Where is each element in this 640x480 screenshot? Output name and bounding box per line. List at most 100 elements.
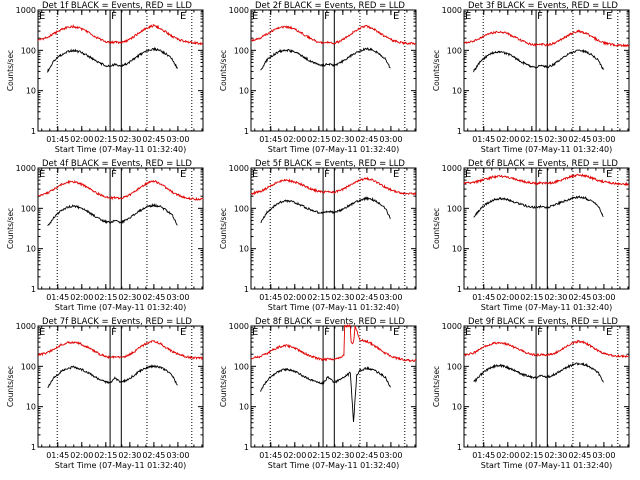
chart-panel-5: Det 5f BLACK = Events, RED = LLD 1 10 100 10… <box>219 159 417 312</box>
marker-label: E <box>252 11 258 22</box>
y-tick-label: 10 <box>26 245 36 254</box>
y-tick-label: 10 <box>239 87 249 96</box>
y-tick-label: 100 <box>447 46 462 55</box>
x-tick-label: 02:30 <box>118 135 141 144</box>
y-tick-label: 10 <box>452 87 462 96</box>
y-axis-label: Counts/sec <box>432 50 441 91</box>
marker-label: F <box>537 11 543 22</box>
series-line-lld <box>250 323 417 363</box>
y-tick-label: 10 <box>239 245 249 254</box>
marker-label: F <box>537 327 543 338</box>
marker-label: F <box>111 327 117 338</box>
y-tick-label: 10 <box>26 87 36 96</box>
x-tick-label: 02:45 <box>355 135 378 144</box>
x-tick-label: 01:45 <box>259 451 282 460</box>
marker-label: E <box>606 327 612 338</box>
series-line-lld <box>250 176 417 196</box>
y-tick-label: 100 <box>447 362 462 371</box>
x-tick-label: 02:45 <box>142 135 165 144</box>
chart-title: Det 2f BLACK = Events, RED = LLD <box>255 1 405 11</box>
y-tick-label: 1000 <box>16 322 36 331</box>
x-tick-label: 02:30 <box>544 293 567 302</box>
y-tick-label: 1 <box>31 285 36 294</box>
x-tick-label: 02:00 <box>70 293 93 302</box>
marker-label: F <box>324 11 330 22</box>
x-tick-label: 02:30 <box>331 135 354 144</box>
y-axis-label: Counts/sec <box>6 50 15 91</box>
x-tick-label: 01:45 <box>472 135 495 144</box>
x-tick-label: 03:00 <box>166 135 189 144</box>
y-tick-label: 1000 <box>442 322 462 331</box>
y-tick-label: 1000 <box>442 164 462 173</box>
x-tick-label: 03:00 <box>379 451 402 460</box>
chart-title: Det 8f BLACK = Events, RED = LLD <box>255 317 405 327</box>
x-axis-label: Start Time (07-May-11 01:32:40) <box>55 145 186 154</box>
x-axis-label: Start Time (07-May-11 01:32:40) <box>481 461 612 470</box>
y-tick-label: 10 <box>452 245 462 254</box>
chart-title: Det 1f BLACK = Events, RED = LLD <box>42 1 192 11</box>
y-tick-label: 1 <box>457 443 462 452</box>
x-tick-label: 03:00 <box>166 293 189 302</box>
y-tick-label: 1000 <box>229 164 249 173</box>
x-tick-label: 02:00 <box>283 293 306 302</box>
x-tick-label: 02:00 <box>70 451 93 460</box>
x-tick-label: 02:45 <box>355 293 378 302</box>
y-tick-label: 1000 <box>229 322 249 331</box>
x-tick-label: 02:45 <box>142 293 165 302</box>
x-tick-label: 03:00 <box>379 135 402 144</box>
y-axis-label: Counts/sec <box>6 208 15 249</box>
series-line-lld <box>37 23 204 46</box>
y-tick-label: 100 <box>447 204 462 213</box>
x-tick-label: 02:30 <box>331 451 354 460</box>
x-axis-label: Start Time (07-May-11 01:32:40) <box>55 303 186 312</box>
x-tick-label: 02:15 <box>307 135 330 144</box>
x-tick-label: 02:15 <box>520 293 543 302</box>
series-line-events <box>47 203 178 227</box>
series-line-events <box>47 364 178 389</box>
chart-title: Det 3f BLACK = Events, RED = LLD <box>468 1 618 11</box>
y-tick-label: 1 <box>31 127 36 136</box>
marker-label: E <box>465 169 471 180</box>
y-tick-label: 10 <box>26 403 36 412</box>
y-tick-label: 100 <box>21 204 36 213</box>
y-axis-label: Counts/sec <box>6 366 15 407</box>
series-line-events <box>260 196 391 223</box>
x-tick-label: 02:30 <box>331 293 354 302</box>
marker-label: E <box>180 169 186 180</box>
x-tick-label: 01:45 <box>259 135 282 144</box>
x-tick-label: 02:00 <box>496 451 519 460</box>
x-tick-label: 02:15 <box>307 451 330 460</box>
x-tick-label: 01:45 <box>46 293 69 302</box>
plot-frame <box>250 9 417 132</box>
y-tick-label: 1 <box>457 285 462 294</box>
y-tick-label: 1 <box>457 127 462 136</box>
x-tick-label: 02:45 <box>568 135 591 144</box>
y-tick-label: 100 <box>234 204 249 213</box>
y-tick-label: 100 <box>234 46 249 55</box>
plot-frame <box>463 167 630 290</box>
y-axis-label: Counts/sec <box>432 208 441 249</box>
plot-frame <box>37 167 204 290</box>
chart-title: Det 9f BLACK = Events, RED = LLD <box>468 317 618 327</box>
chart-panel-6: Det 6f BLACK = Events, RED = LLD 1 10 100 10… <box>432 159 630 312</box>
chart-panel-1: Det 1f BLACK = Events, RED = LLD 1 10 100 10… <box>6 1 204 154</box>
chart-panel-7: Det 7f BLACK = Events, RED = LLD 1 10 100 10… <box>6 317 204 470</box>
y-tick-label: 1000 <box>16 164 36 173</box>
x-tick-label: 02:45 <box>568 293 591 302</box>
plot-frame <box>37 9 204 132</box>
x-tick-label: 02:30 <box>118 293 141 302</box>
chart-title: Det 6f BLACK = Events, RED = LLD <box>468 159 618 169</box>
y-tick-label: 10 <box>452 403 462 412</box>
x-tick-label: 03:00 <box>592 451 615 460</box>
marker-label: F <box>324 327 330 338</box>
x-axis-label: Start Time (07-May-11 01:32:40) <box>268 461 399 470</box>
series-line-lld <box>464 29 630 48</box>
x-tick-label: 02:00 <box>283 135 306 144</box>
plot-frame <box>463 9 630 132</box>
marker-label: E <box>252 327 258 338</box>
plot-frame <box>250 167 417 290</box>
series-line-lld <box>37 179 204 201</box>
marker-label: F <box>324 169 330 180</box>
series-line-events <box>473 362 604 383</box>
